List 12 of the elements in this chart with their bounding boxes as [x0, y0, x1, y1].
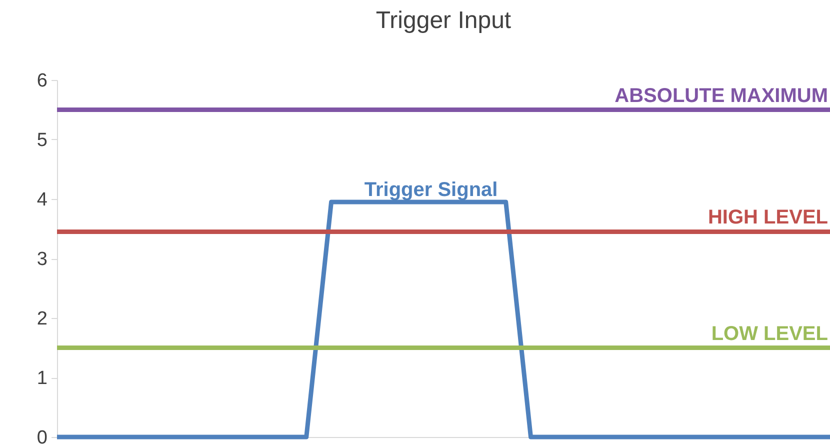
y-tick-label: 6	[36, 70, 48, 92]
y-tick-label: 4	[36, 190, 48, 210]
y-tick-label: 1	[36, 368, 48, 389]
y-tick-label: 0	[36, 428, 48, 445]
ref-line-label: LOW LEVEL	[711, 322, 828, 345]
chart-title: Trigger Input	[376, 7, 512, 34]
y-tick-label: 3	[36, 249, 48, 270]
series-label: Trigger Signal	[364, 178, 498, 201]
y-tick-label: 2	[36, 308, 48, 330]
ref-line-label: HIGH LEVEL	[708, 206, 828, 229]
y-tick-label: 5	[36, 130, 48, 151]
ref-line-label: ABSOLUTE MAXIMUM	[614, 84, 828, 107]
